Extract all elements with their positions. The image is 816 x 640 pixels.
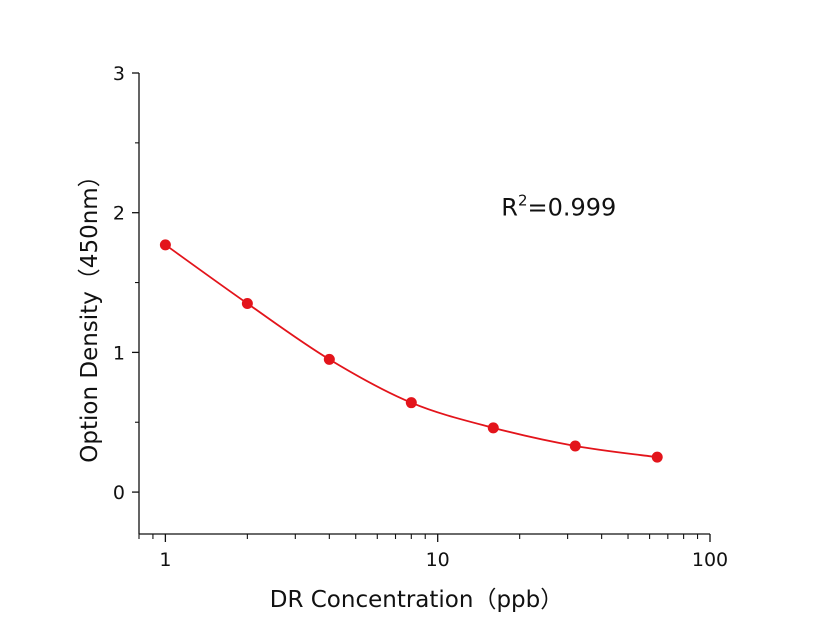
r-squared-annotation: R2=0.999 <box>501 192 616 222</box>
y-tick-label: 2 <box>113 203 125 225</box>
data-point <box>569 440 581 452</box>
data-point <box>651 451 663 463</box>
x-tick-label: 100 <box>692 549 728 571</box>
y-axis-title: Option Density（450nm） <box>77 164 103 462</box>
fit-curve <box>164 244 658 459</box>
series-layer <box>159 239 663 463</box>
x-axis-title: DR Concentration（ppb） <box>270 587 564 613</box>
axes <box>138 73 710 535</box>
x-tick-label: 10 <box>426 549 450 571</box>
y-tick-label: 0 <box>113 482 125 504</box>
annotation-base: R <box>501 194 518 222</box>
y-tick-label: 3 <box>113 63 125 85</box>
ticks: 0 1 2 3 1 10 100 <box>113 63 728 571</box>
data-point <box>323 353 335 365</box>
x-tick-label: 1 <box>159 549 171 571</box>
y-tick-label: 1 <box>113 342 125 364</box>
data-point <box>241 298 253 309</box>
data-point <box>405 397 417 409</box>
annotation-superscript: 2 <box>518 192 528 210</box>
data-point <box>487 422 499 434</box>
data-point <box>159 239 171 251</box>
annotation-value: =0.999 <box>528 194 617 222</box>
